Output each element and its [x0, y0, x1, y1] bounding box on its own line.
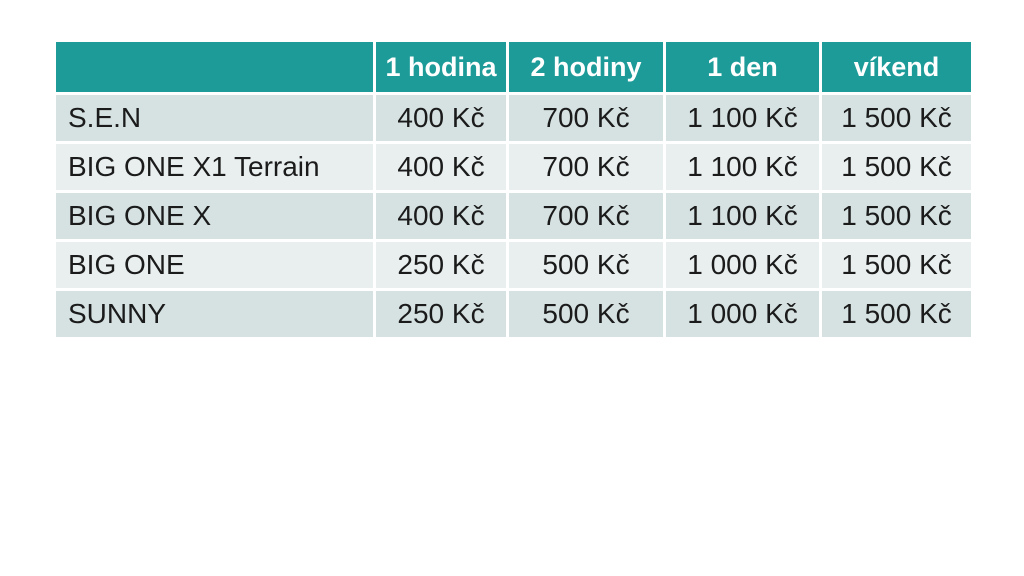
header-cell-1-den: 1 den: [666, 42, 819, 92]
header-cell-vikend: víkend: [822, 42, 971, 92]
price-cell: 500 Kč: [509, 242, 663, 288]
header-cell-2-hodiny: 2 hodiny: [509, 42, 663, 92]
price-cell: 1 500 Kč: [822, 144, 971, 190]
price-cell: 1 100 Kč: [666, 144, 819, 190]
product-name: BIG ONE X1 Terrain: [56, 144, 373, 190]
table-row-big-one-x: BIG ONE X 400 Kč 700 Kč 1 100 Kč 1 500 K…: [56, 193, 971, 239]
price-cell: 700 Kč: [509, 95, 663, 141]
table-header-row: 1 hodina 2 hodiny 1 den víkend: [56, 42, 971, 92]
price-cell: 1 000 Kč: [666, 242, 819, 288]
table-row-big-one-x1-terrain: BIG ONE X1 Terrain 400 Kč 700 Kč 1 100 K…: [56, 144, 971, 190]
table-row-big-one: BIG ONE 250 Kč 500 Kč 1 000 Kč 1 500 Kč: [56, 242, 971, 288]
price-cell: 400 Kč: [376, 144, 506, 190]
header-cell-product: [56, 42, 373, 92]
price-cell: 1 500 Kč: [822, 291, 971, 337]
price-cell: 1 000 Kč: [666, 291, 819, 337]
table-row-sunny: SUNNY 250 Kč 500 Kč 1 000 Kč 1 500 Kč: [56, 291, 971, 337]
price-cell: 1 500 Kč: [822, 95, 971, 141]
price-cell: 400 Kč: [376, 193, 506, 239]
table-row-sen: S.E.N 400 Kč 700 Kč 1 100 Kč 1 500 Kč: [56, 95, 971, 141]
price-cell: 250 Kč: [376, 242, 506, 288]
price-cell: 400 Kč: [376, 95, 506, 141]
product-name: SUNNY: [56, 291, 373, 337]
price-cell: 1 500 Kč: [822, 242, 971, 288]
price-cell: 250 Kč: [376, 291, 506, 337]
price-cell: 500 Kč: [509, 291, 663, 337]
product-name: S.E.N: [56, 95, 373, 141]
product-name: BIG ONE X: [56, 193, 373, 239]
price-cell: 1 500 Kč: [822, 193, 971, 239]
price-cell: 700 Kč: [509, 193, 663, 239]
product-name: BIG ONE: [56, 242, 373, 288]
header-cell-1-hodina: 1 hodina: [376, 42, 506, 92]
price-cell: 1 100 Kč: [666, 193, 819, 239]
price-cell: 700 Kč: [509, 144, 663, 190]
price-table: 1 hodina 2 hodiny 1 den víkend S.E.N 400…: [53, 39, 974, 340]
price-cell: 1 100 Kč: [666, 95, 819, 141]
